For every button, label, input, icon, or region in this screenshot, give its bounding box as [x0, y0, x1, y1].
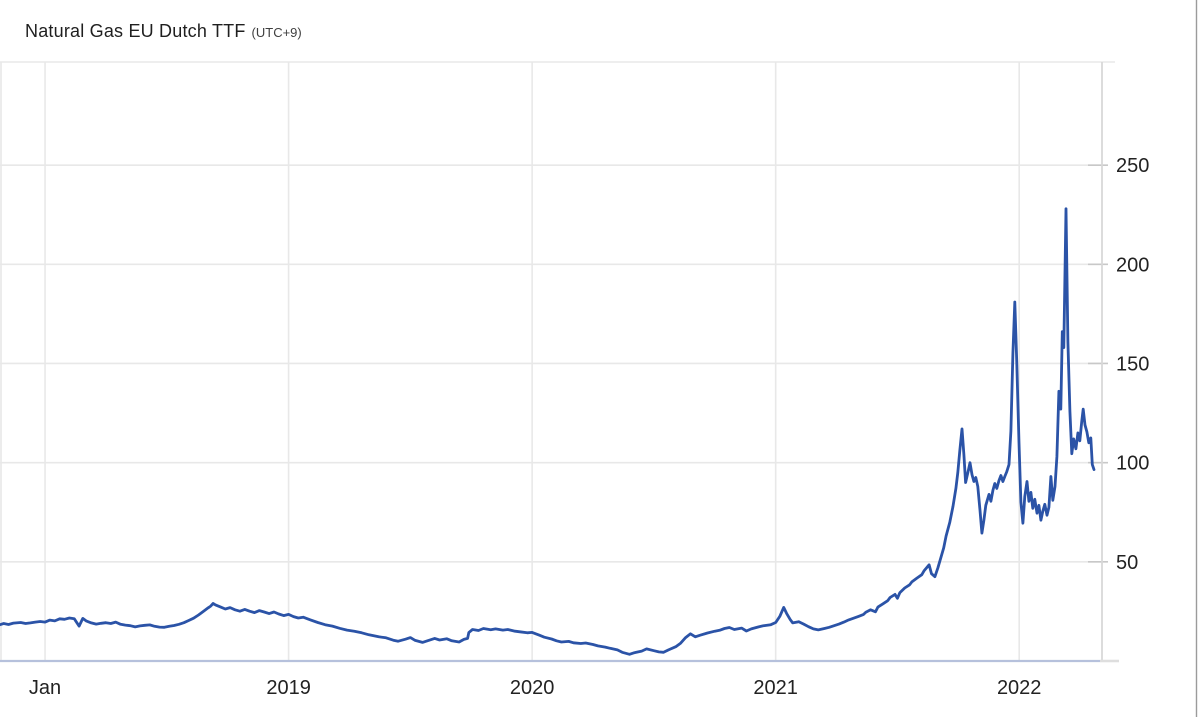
x-axis-label: 2022 — [997, 677, 1042, 699]
y-axis-label: 250 — [1116, 155, 1149, 177]
y-axis-label: 150 — [1116, 353, 1149, 375]
chart-header: Natural Gas EU Dutch TTF (UTC+9) — [25, 21, 302, 42]
y-axis-label: 100 — [1116, 453, 1149, 475]
price-line-series — [0, 207, 1096, 656]
chart-title: Natural Gas EU Dutch TTF — [25, 21, 246, 41]
y-axis-label: 50 — [1116, 552, 1138, 574]
x-axis-label: Jan — [29, 677, 61, 699]
chart-timezone-note: (UTC+9) — [251, 25, 302, 40]
x-axis-label: 2019 — [266, 677, 311, 699]
x-axis-label: 2021 — [753, 677, 798, 699]
x-axis-label: 2020 — [510, 677, 555, 699]
y-axis-label: 200 — [1116, 254, 1149, 276]
